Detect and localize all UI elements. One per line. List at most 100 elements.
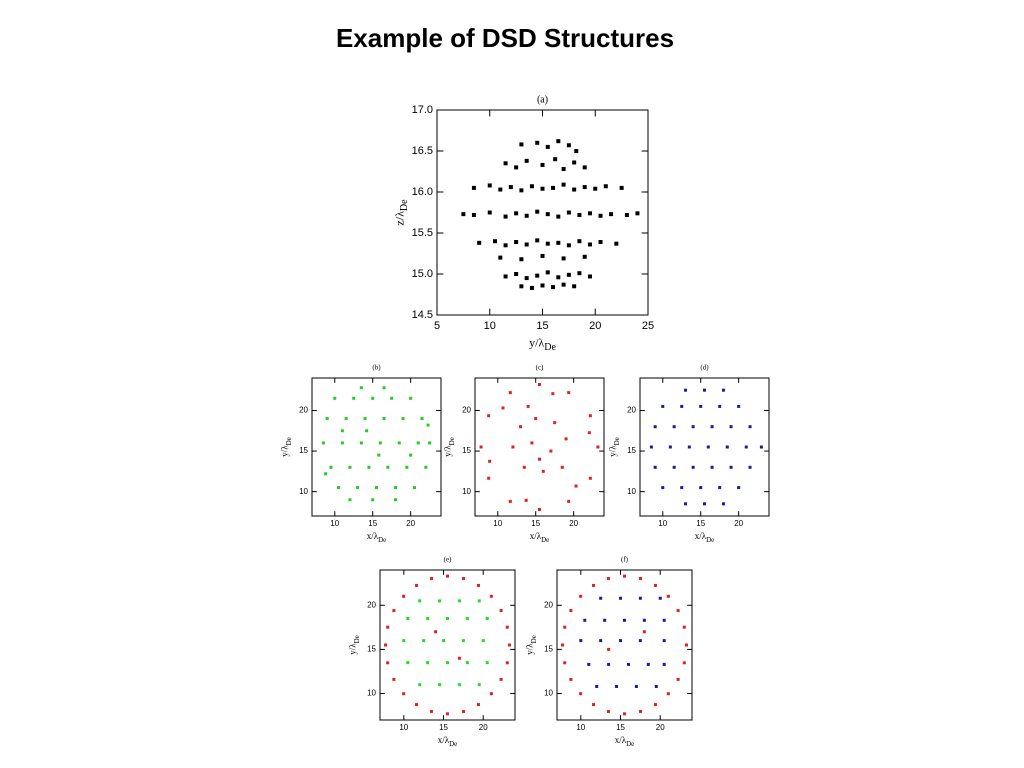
y-tick-label: 16.5 <box>412 145 433 157</box>
point <box>324 472 328 476</box>
point <box>587 211 592 216</box>
y-tick-label: 16.0 <box>412 186 433 198</box>
point <box>638 639 642 643</box>
point <box>505 661 509 665</box>
x-axis-label-main: x/λ <box>695 531 707 541</box>
point <box>465 617 469 621</box>
point <box>577 239 582 244</box>
point <box>639 577 643 581</box>
y-axis-label-main: y/λ <box>280 445 290 457</box>
x-tick-label: 10 <box>658 519 667 528</box>
point <box>429 709 433 713</box>
point <box>526 404 530 408</box>
point <box>476 703 480 707</box>
point <box>386 661 390 665</box>
point <box>603 618 607 622</box>
point <box>352 396 356 400</box>
point <box>406 617 410 621</box>
point <box>393 498 397 502</box>
point <box>587 431 591 435</box>
point <box>446 574 449 578</box>
point <box>340 429 344 433</box>
point <box>587 242 592 247</box>
x-axis-label: x/λDe <box>615 735 635 748</box>
x-axis-label-sub: De <box>626 740 634 748</box>
point <box>426 617 430 621</box>
y-tick-label: 20 <box>462 406 471 415</box>
x-tick-label: 15 <box>616 723 625 732</box>
point <box>406 661 410 665</box>
point <box>418 683 422 687</box>
point <box>446 661 449 665</box>
point <box>662 662 666 666</box>
point <box>402 594 406 598</box>
point <box>538 382 541 386</box>
point <box>549 449 553 453</box>
point <box>416 441 420 445</box>
point <box>579 692 583 696</box>
point <box>729 425 733 429</box>
plot-frame <box>639 377 770 517</box>
x-axis-label-sub: De <box>449 740 457 748</box>
point <box>703 502 706 506</box>
point <box>535 140 540 145</box>
point <box>429 577 433 581</box>
panel-title: (d) <box>700 364 709 372</box>
point <box>710 425 714 429</box>
point <box>402 639 406 643</box>
point <box>718 486 722 490</box>
point <box>377 453 381 457</box>
y-tick-label: 14.5 <box>412 309 433 321</box>
point <box>649 445 653 449</box>
point <box>498 255 503 260</box>
point <box>489 692 493 696</box>
x-tick-label: 10 <box>399 723 408 732</box>
point <box>522 465 526 469</box>
y-axis-label-sub: De <box>529 635 537 643</box>
point <box>487 414 491 418</box>
y-tick-label: 15 <box>544 645 553 654</box>
point <box>556 139 561 144</box>
point <box>348 498 352 502</box>
point <box>635 211 640 216</box>
point <box>540 253 545 258</box>
point <box>563 661 567 665</box>
point <box>461 639 465 643</box>
y-axis-label-main: z/λ <box>392 211 406 226</box>
x-tick-label: 5 <box>434 320 440 332</box>
x-tick-label: 20 <box>589 320 601 332</box>
point <box>477 599 481 603</box>
point <box>619 185 624 190</box>
point <box>359 441 363 445</box>
point <box>556 240 561 245</box>
point <box>465 661 469 665</box>
point <box>524 158 529 163</box>
point <box>363 417 367 421</box>
y-tick-label: 15 <box>299 446 308 455</box>
point <box>598 213 603 218</box>
y-axis-label-sub: De <box>447 437 455 445</box>
point <box>457 599 461 603</box>
x-tick-label: 10 <box>493 519 502 528</box>
point <box>569 677 573 681</box>
point <box>485 617 489 621</box>
point <box>503 161 508 166</box>
point <box>325 417 329 421</box>
x-axis-label-main: x/λ <box>367 531 379 541</box>
point <box>642 630 646 634</box>
point <box>583 618 587 622</box>
point <box>392 609 396 613</box>
point <box>606 577 610 581</box>
y-axis-label: y/λDe <box>348 635 361 655</box>
x-tick-label: 15 <box>368 519 377 528</box>
point <box>748 425 752 429</box>
point <box>393 486 397 490</box>
y-tick-label: 20 <box>299 406 308 415</box>
point <box>534 417 538 421</box>
point <box>545 241 550 246</box>
point <box>676 677 680 681</box>
